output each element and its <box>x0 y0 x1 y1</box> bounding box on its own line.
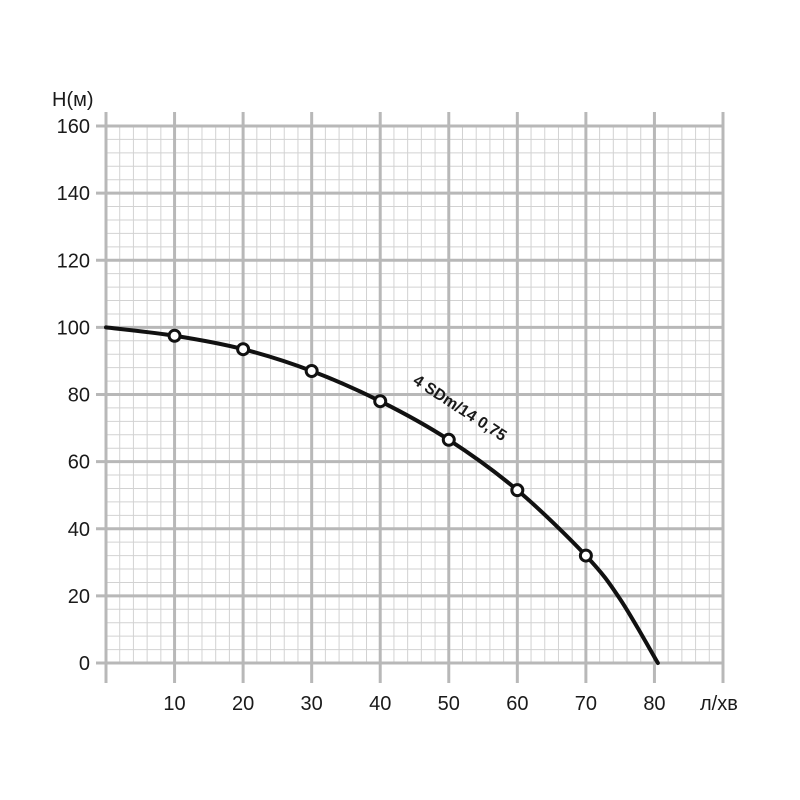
data-point-marker <box>510 483 525 498</box>
y-tick-label: 100 <box>57 317 90 339</box>
y-tick-label: 80 <box>68 385 90 407</box>
data-point-marker <box>304 364 319 379</box>
x-tick-label: 70 <box>575 693 597 715</box>
x-tick-label: 10 <box>163 693 185 715</box>
x-tick-label: 80 <box>643 693 665 715</box>
y-tick-labels: 0 20 40 60 80 100 120 140 160 <box>57 116 90 675</box>
data-point-marker <box>236 342 251 357</box>
x-tick-label: 50 <box>438 693 460 715</box>
x-tick-labels: 10 20 30 40 50 60 70 80 <box>163 693 665 715</box>
series-line <box>104 325 660 665</box>
data-point-marker <box>578 548 593 563</box>
series-group <box>104 325 660 665</box>
y-tick-label: 140 <box>57 183 90 205</box>
data-point-marker <box>441 432 456 447</box>
y-tick-label: 0 <box>79 653 90 675</box>
data-point-marker <box>167 328 182 343</box>
data-point-marker <box>373 394 388 409</box>
y-axis-label: Н(м) <box>52 89 94 111</box>
x-tick-label: 40 <box>369 693 391 715</box>
y-tick-label: 20 <box>68 586 90 608</box>
series-label: 4 SDm/14 0,75 <box>410 372 510 445</box>
x-tick-label: 30 <box>301 693 323 715</box>
major-grid <box>96 112 725 683</box>
y-tick-label: 40 <box>68 519 90 541</box>
x-tick-label: 20 <box>232 693 254 715</box>
x-axis-label: л/хв <box>700 693 738 715</box>
y-tick-label: 60 <box>68 452 90 474</box>
x-tick-label: 60 <box>506 693 528 715</box>
y-tick-label: 120 <box>57 250 90 272</box>
y-tick-label: 160 <box>57 116 90 138</box>
